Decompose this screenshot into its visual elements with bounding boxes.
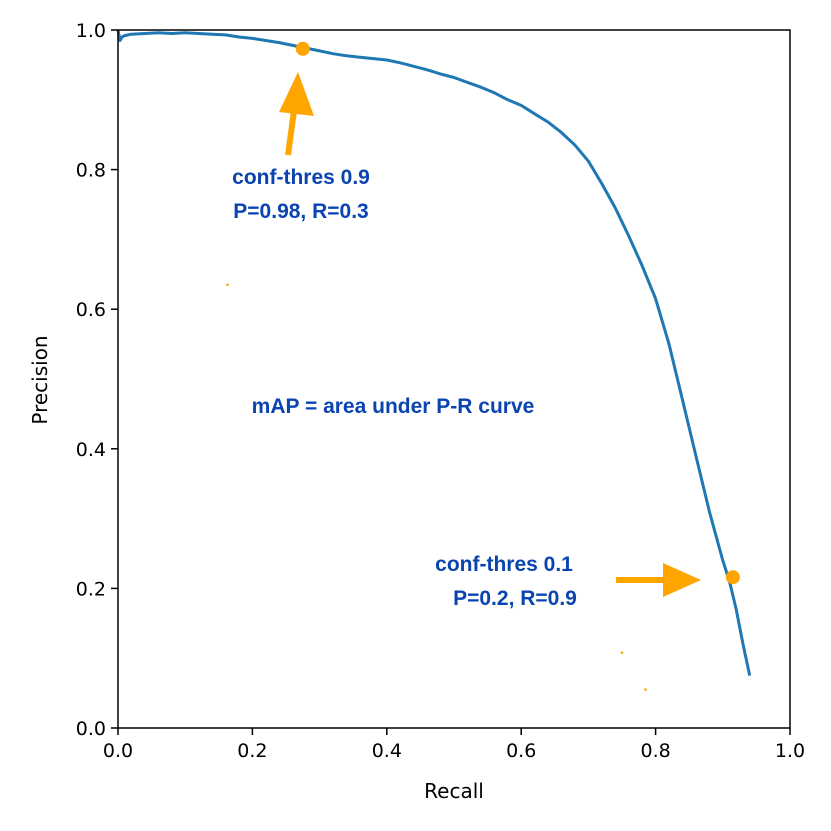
annotation-map: mAP = area under P-R curve (252, 395, 535, 418)
y-tick-label: 0.8 (76, 160, 106, 182)
x-tick-label: 0.2 (237, 740, 267, 762)
x-tick-label: 0.6 (506, 740, 536, 762)
stray-dot-2 (644, 688, 647, 691)
arrow-high-conf (279, 72, 314, 156)
x-tick-label: 0.4 (372, 740, 402, 762)
annotation-high-line1: conf-thres 0.9 (232, 166, 370, 189)
point-conf-thres-0.9 (295, 41, 310, 56)
arrow-low-conf (616, 563, 701, 597)
y-axis-label: Precision (28, 335, 52, 424)
y-tick-label: 0.4 (76, 439, 106, 461)
y-tick-label: 1.0 (76, 20, 106, 42)
points-layer (226, 41, 740, 691)
stray-dot-0 (226, 283, 229, 287)
x-axis-ticks: 0.0 0.2 0.4 0.6 0.8 1.0 (103, 728, 805, 762)
series-line-0 (116, 29, 752, 676)
annotation-high-line2: P=0.98, R=0.3 (233, 200, 368, 223)
annotation-low-line2: P=0.2, R=0.9 (453, 587, 577, 610)
point-conf-thres-0.1 (725, 570, 740, 585)
x-axis-label: Recall (424, 779, 484, 803)
annotation-low-line1: conf-thres 0.1 (435, 553, 573, 576)
y-tick-label: 0.0 (76, 718, 106, 740)
stray-dot-1 (620, 651, 624, 654)
y-tick-label: 0.2 (76, 578, 106, 600)
plot-frame (117, 29, 791, 729)
x-tick-label: 0.0 (103, 740, 133, 762)
x-tick-label: 1.0 (775, 740, 805, 762)
x-tick-label: 0.8 (640, 740, 670, 762)
series-layer (116, 29, 752, 676)
y-axis-ticks: 0.0 0.2 0.4 0.6 0.8 1.0 (76, 20, 118, 740)
y-tick-label: 0.6 (76, 299, 106, 321)
